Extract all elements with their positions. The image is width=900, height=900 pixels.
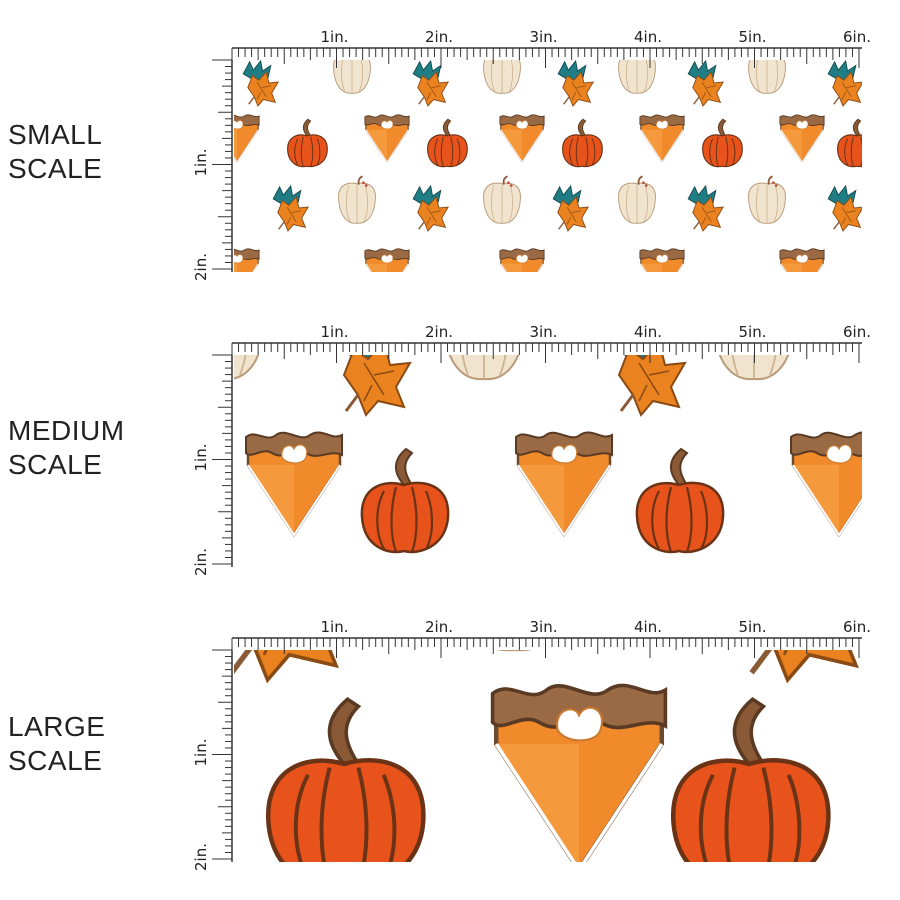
cream-motif bbox=[234, 355, 260, 380]
pumpkin-motif bbox=[767, 584, 853, 595]
cream-motif bbox=[748, 175, 786, 224]
ruler-label-h-1: 1in. bbox=[321, 323, 349, 341]
ruler-label-h-6: 6in. bbox=[843, 28, 871, 46]
leaves-motif bbox=[242, 60, 280, 107]
pumpkin-motif bbox=[837, 118, 862, 168]
fabric-preview-large: 1in. 2in. 3in. 4in. 5in. 6in. 1in. 2in. bbox=[192, 618, 871, 871]
cream-motif bbox=[333, 60, 371, 94]
ruler-label-h-3: 3in. bbox=[530, 323, 558, 341]
label-small-line1: SMALL bbox=[8, 119, 103, 150]
horizontal-ruler: 1in. 2in. 3in. 4in. 5in. 6in. bbox=[231, 323, 871, 363]
leaves-motif bbox=[552, 184, 590, 232]
leaves-motif bbox=[557, 60, 595, 107]
cream-motif bbox=[618, 60, 656, 94]
label-large-scale: LARGE SCALE bbox=[8, 710, 105, 778]
pie-motif bbox=[515, 431, 613, 538]
pumpkin-motif bbox=[702, 118, 743, 168]
ruler-label-v-2: 2in. bbox=[192, 253, 210, 281]
fabric-pattern bbox=[234, 650, 859, 862]
ruler-label-h-1: 1in. bbox=[321, 618, 349, 636]
horizontal-ruler: 1in. 2in. 3in. 4in. 5in. 6in. bbox=[231, 618, 871, 658]
ruler-label-v-2: 2in. bbox=[192, 843, 210, 871]
pie-motif bbox=[639, 248, 685, 272]
ruler-label-h-5: 5in. bbox=[739, 323, 767, 341]
pie-motif bbox=[779, 114, 825, 164]
ruler-label-v-1: 1in. bbox=[192, 444, 210, 472]
ruler-label-v-1: 1in. bbox=[192, 739, 210, 767]
label-medium-line1: MEDIUM bbox=[8, 415, 125, 446]
leaves-motif bbox=[687, 60, 725, 107]
panel-medium-scale: 1in. 2in. 3in. 4in. 5in. 6in. 1in. 2in. bbox=[180, 305, 880, 595]
ruler-label-h-2: 2in. bbox=[425, 618, 453, 636]
cream-motif bbox=[338, 175, 376, 224]
label-large-line1: LARGE bbox=[8, 711, 106, 742]
fabric-pattern bbox=[202, 355, 862, 595]
cream-motif bbox=[448, 355, 520, 381]
cream-motif bbox=[618, 175, 656, 224]
ruler-label-h-3: 3in. bbox=[530, 618, 558, 636]
leaves-motif bbox=[749, 650, 859, 684]
panel-small-scale: 1in. 2in. 3in. 4in. 5in. 6in. 1in. 2in. bbox=[180, 10, 880, 300]
leaves-motif bbox=[617, 355, 687, 417]
leaves-motif bbox=[342, 355, 412, 417]
horizontal-ruler: 1in. 2in. 3in. 4in. 5in. 6in. bbox=[231, 28, 871, 68]
ruler-label-h-1: 1in. bbox=[321, 28, 349, 46]
pumpkin-motif bbox=[635, 447, 725, 554]
ruler-label-h-2: 2in. bbox=[425, 323, 453, 341]
pie-motif bbox=[364, 248, 410, 272]
pie-motif bbox=[499, 114, 545, 164]
ruler-label-h-4: 4in. bbox=[634, 323, 662, 341]
cream-motif bbox=[496, 650, 532, 652]
ruler-label-h-6: 6in. bbox=[843, 618, 871, 636]
pie-motif bbox=[639, 114, 685, 164]
panel-large-scale: 1in. 2in. 3in. 4in. 5in. 6in. 1in. 2in. bbox=[180, 600, 880, 890]
fabric-preview-medium: 1in. 2in. 3in. 4in. 5in. 6in. 1in. 2in. bbox=[192, 323, 871, 595]
label-large-line2: SCALE bbox=[8, 745, 103, 776]
label-medium-line2: SCALE bbox=[8, 449, 103, 480]
leaves-motif bbox=[687, 184, 725, 232]
ruler-label-h-6: 6in. bbox=[843, 323, 871, 341]
leaves-motif bbox=[412, 60, 450, 107]
cream-motif bbox=[483, 175, 521, 224]
pumpkin-motif bbox=[562, 118, 603, 168]
leaves-motif bbox=[272, 184, 310, 232]
ruler-label-h-2: 2in. bbox=[425, 28, 453, 46]
pumpkin-motif bbox=[360, 447, 450, 554]
pumpkin-motif bbox=[671, 696, 831, 862]
pie-motif bbox=[364, 114, 410, 164]
label-medium-scale: MEDIUM SCALE bbox=[8, 414, 125, 482]
vertical-ruler: 1in. 2in. bbox=[192, 649, 233, 871]
vertical-ruler: 1in. 2in. bbox=[192, 59, 233, 281]
pumpkin-motif bbox=[427, 118, 468, 168]
pie-motif bbox=[245, 431, 343, 538]
ruler-label-h-4: 4in. bbox=[634, 28, 662, 46]
ruler-label-h-3: 3in. bbox=[530, 28, 558, 46]
label-small-line2: SCALE bbox=[8, 153, 103, 184]
fabric-pattern bbox=[234, 60, 862, 272]
leaves-motif bbox=[827, 60, 862, 107]
ruler-label-h-4: 4in. bbox=[634, 618, 662, 636]
ruler-label-h-5: 5in. bbox=[739, 618, 767, 636]
pie-motif bbox=[234, 114, 260, 164]
cream-motif bbox=[718, 355, 790, 381]
pie-motif bbox=[790, 431, 862, 538]
fabric-preview-small: 1in. 2in. 3in. 4in. 5in. 6in. 1in. 2in. bbox=[192, 28, 871, 281]
pumpkin-motif bbox=[202, 584, 288, 595]
label-small-scale: SMALL SCALE bbox=[8, 118, 102, 186]
leaves-motif bbox=[234, 650, 339, 684]
leaves-motif bbox=[827, 184, 862, 232]
leaves-motif bbox=[412, 184, 450, 232]
pumpkin-motif bbox=[266, 696, 426, 862]
ruler-label-h-5: 5in. bbox=[739, 28, 767, 46]
ruler-label-v-2: 2in. bbox=[192, 548, 210, 576]
pumpkin-motif bbox=[287, 118, 328, 168]
pie-motif bbox=[779, 248, 825, 272]
pie-motif bbox=[234, 248, 260, 272]
pie-motif bbox=[490, 683, 668, 862]
ruler-label-v-1: 1in. bbox=[192, 149, 210, 177]
cream-motif bbox=[748, 60, 786, 94]
cream-motif bbox=[483, 60, 521, 94]
vertical-ruler: 1in. 2in. bbox=[192, 354, 233, 576]
pie-motif bbox=[499, 248, 545, 272]
